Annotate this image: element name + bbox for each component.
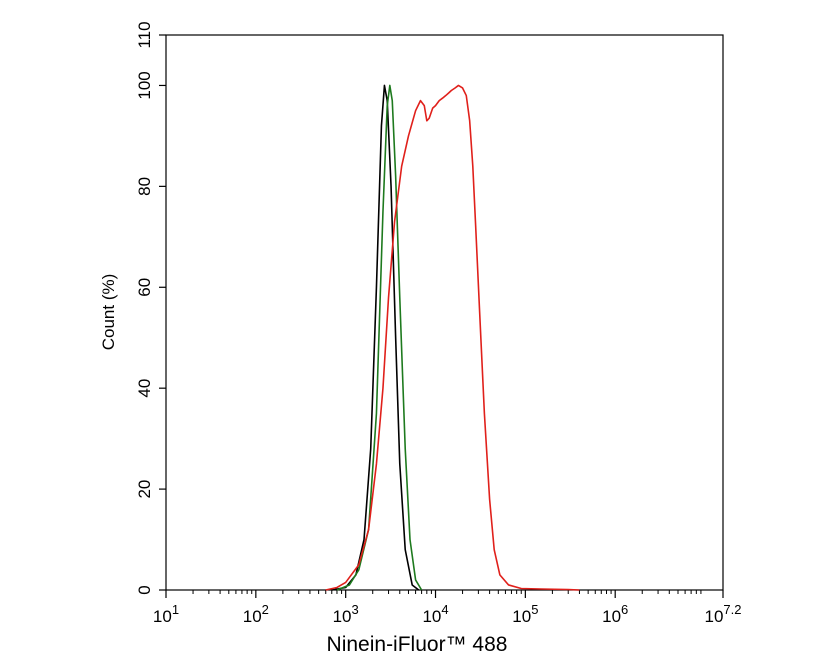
series-layer [325, 84, 580, 591]
x-tick-label: 101 [153, 602, 179, 626]
x-tick-label: 104 [422, 602, 448, 626]
x-tick-label: 106 [602, 602, 628, 626]
y-axis: 0 20 40 60 80 100 110 [135, 21, 166, 595]
y-tick-label: 0 [135, 585, 154, 594]
x-tick-label: 103 [333, 602, 359, 626]
x-tick-label: 105 [512, 602, 538, 626]
x-tick-label: 107.2 [705, 602, 742, 626]
series-line-1 [331, 84, 420, 591]
series-line-3 [325, 84, 580, 591]
x-axis-label: Ninein-iFluor™ 488 [327, 633, 508, 656]
y-tick-label: 110 [135, 21, 154, 48]
x-axis: 101 102 103 104 105 106 107.2 [153, 590, 742, 626]
y-axis-label: Count (%) [99, 274, 118, 351]
y-tick-label: 20 [135, 480, 154, 499]
y-tick-label: 40 [135, 379, 154, 398]
y-tick-label: 80 [135, 177, 154, 196]
series-line-2 [336, 84, 423, 591]
y-tick-label: 60 [135, 278, 154, 297]
y-tick-label: 100 [135, 71, 154, 99]
x-tick-label: 102 [243, 602, 269, 626]
plot-frame [165, 34, 724, 591]
